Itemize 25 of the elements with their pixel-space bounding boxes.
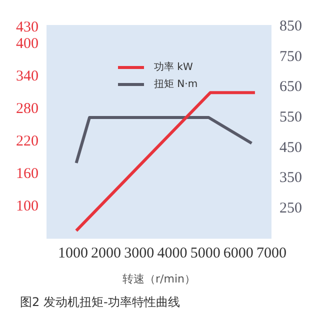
y2-tick-label: 250: [280, 200, 302, 216]
y-tick-label: 430: [16, 20, 38, 36]
y2-tick-label: 650: [280, 79, 302, 96]
y2-tick-label: 750: [280, 48, 302, 65]
y2-tick-label: 550: [280, 109, 302, 126]
y-tick-label: 400: [16, 36, 38, 52]
caption: 图2 发动机扭矩-功率特性曲线: [19, 294, 181, 311]
legend-label: 扭矩 N·m: [154, 78, 198, 91]
x-tick-label: 2000: [91, 246, 122, 262]
y-tick-label: 100: [16, 198, 38, 214]
y-tick-label: 340: [16, 68, 38, 84]
x-tick-label: 7000: [256, 246, 286, 262]
x-tick-label: 5000: [190, 246, 220, 262]
legend-label: 功率 kW: [154, 60, 193, 74]
y2-tick-label: 850: [280, 18, 302, 34]
x-axis-title: 转速（r/min）: [122, 272, 196, 286]
y-tick-label: 160: [16, 166, 38, 182]
x-tick-label: 3000: [124, 246, 154, 262]
x-tick-label: 6000: [223, 246, 254, 262]
y-tick-label: 220: [16, 133, 38, 150]
y-tick-label: 280: [16, 100, 38, 117]
x-tick-label: 4000: [157, 246, 188, 262]
y2-tick-label: 350: [280, 170, 302, 186]
y2-tick-label: 450: [280, 140, 302, 156]
x-tick-label: 1000: [58, 246, 88, 262]
